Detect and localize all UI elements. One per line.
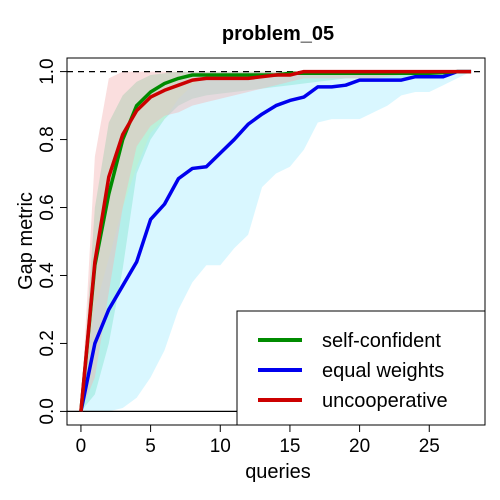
y-axis-label: Gap metric xyxy=(15,192,37,290)
x-tick-label-15: 15 xyxy=(279,436,300,457)
band-self-confident xyxy=(80,71,472,412)
x-tick-label-10: 10 xyxy=(210,436,231,457)
band-uncooperative xyxy=(80,71,472,412)
confidence-bands xyxy=(80,71,472,412)
y-tick-label-3: 0.6 xyxy=(37,194,58,220)
chart-title: problem_05 xyxy=(222,23,334,45)
y-tick-label-2: 0.4 xyxy=(37,262,58,289)
y-tick-label-1: 0.2 xyxy=(37,330,58,356)
x-tick-label-20: 20 xyxy=(349,436,370,457)
line-uncooperative xyxy=(79,69,472,412)
legend-label-self-confident: self-confident xyxy=(322,330,441,352)
y-tick-label-0: 0.0 xyxy=(37,398,58,424)
y-tick-label-4: 0.8 xyxy=(37,126,58,152)
legend-label-uncooperative: uncooperative xyxy=(322,390,448,412)
x-axis-label: queries xyxy=(245,461,311,483)
line-equal-weights xyxy=(79,69,472,412)
legend-label-equal-weights: equal weights xyxy=(322,360,444,382)
y-tick-label-5: 1.0 xyxy=(37,58,58,84)
series-lines xyxy=(79,69,472,412)
x-axis: 0 5 10 15 20 25 xyxy=(76,425,440,457)
x-tick-label-0: 0 xyxy=(76,436,87,457)
x-tick-label-25: 25 xyxy=(419,436,440,457)
x-tick-label-5: 5 xyxy=(145,436,156,457)
legend: self-confident equal weights uncooperati… xyxy=(236,310,486,426)
y-axis: 0.0 0.2 0.4 0.6 0.8 1.0 xyxy=(37,58,67,425)
band-equal-weights xyxy=(80,71,472,412)
